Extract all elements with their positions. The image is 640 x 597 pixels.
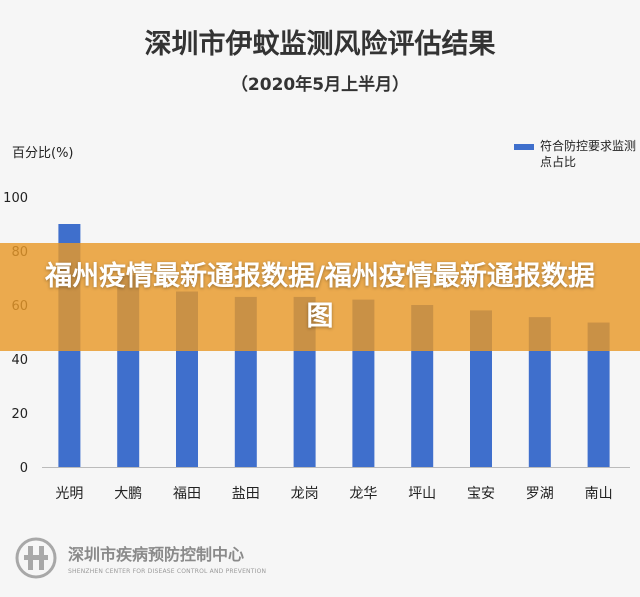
legend-label: 符合防控要求监测点占比 (540, 139, 637, 169)
banner-text: 福州疫情最新通报数据/福州疫情最新通报数据图 (45, 261, 595, 332)
x-tick-label: 龙华 (349, 486, 377, 502)
chart-legend: 符合防控要求监测点占比 (514, 138, 640, 170)
footer-text: 深圳市疾病预防控制中心 SHENZHEN CENTER FOR DISEASE … (68, 541, 266, 575)
y-tick-label: 40 (11, 353, 28, 368)
x-tick-label: 福田 (173, 486, 201, 502)
chart-title: 深圳市伊蚊监测风险评估结果 (144, 29, 496, 60)
org-subtitle: SHENZHEN CENTER FOR DISEASE CONTROL AND … (68, 568, 267, 575)
x-tick-label: 光明 (55, 486, 83, 502)
x-tick-label: 龙岗 (291, 486, 319, 502)
bar (528, 317, 551, 467)
x-tick-label: 坪山 (408, 486, 436, 502)
legend-swatch (514, 144, 534, 150)
y-tick-label: 20 (11, 407, 28, 422)
bar (587, 322, 610, 467)
cdc-logo-icon (15, 537, 57, 579)
overlay-banner: 福州疫情最新通报数据/福州疫情最新通报数据图 (0, 243, 640, 351)
x-tick-label: 大鹏 (114, 486, 142, 502)
org-name: 深圳市疾病预防控制中心 (68, 545, 245, 564)
y-axis-label: 百分比(%) (12, 146, 74, 161)
chart-subtitle: （2020年5月上半月） (230, 75, 410, 95)
x-tick-label: 宝安 (467, 486, 495, 502)
y-tick-label: 0 (20, 461, 28, 476)
x-tick-label: 南山 (585, 486, 613, 502)
x-tick-label: 盐田 (232, 486, 260, 502)
y-tick-label: 100 (3, 191, 28, 206)
x-tick-label: 罗湖 (526, 486, 554, 502)
footer: 深圳市疾病预防控制中心 SHENZHEN CENTER FOR DISEASE … (14, 536, 266, 580)
